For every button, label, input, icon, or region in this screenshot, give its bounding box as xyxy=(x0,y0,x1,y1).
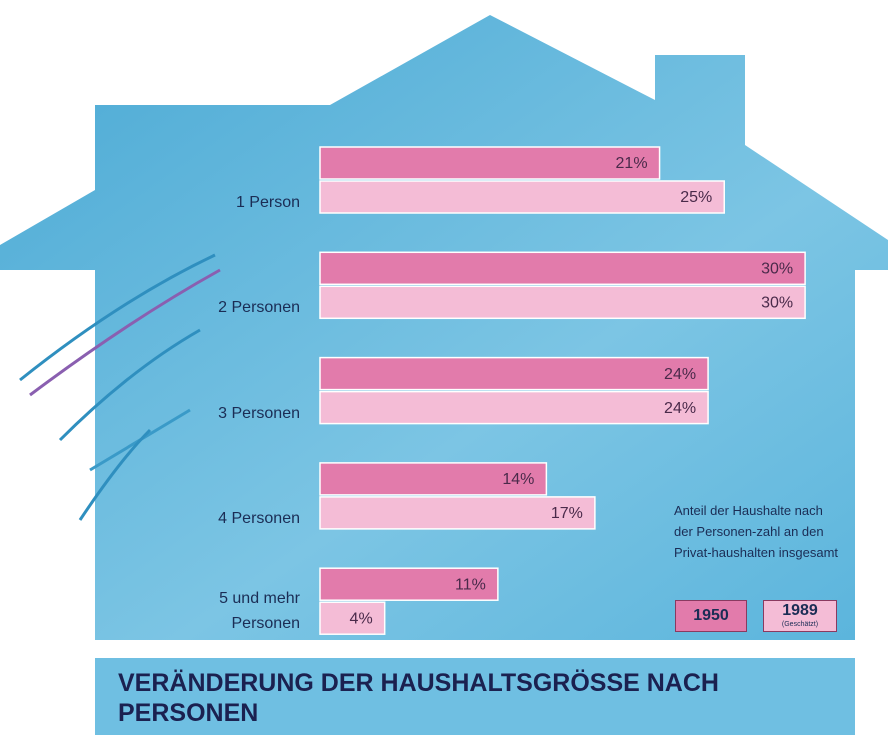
value-label: 17% xyxy=(551,505,583,522)
bar xyxy=(319,496,596,530)
bar xyxy=(319,601,386,635)
bar xyxy=(319,146,661,180)
value-label: 4% xyxy=(350,610,373,627)
value-label: 30% xyxy=(761,295,793,312)
bar xyxy=(319,285,806,320)
legend-note: (Geschätzt) xyxy=(781,621,819,628)
house xyxy=(0,15,888,640)
legend-label: 1950 xyxy=(693,607,729,624)
category-label: 2 Personen xyxy=(218,299,300,317)
value-label: 14% xyxy=(502,471,534,488)
legend-label: 1989 xyxy=(782,602,818,619)
value-label: 21% xyxy=(616,155,648,172)
value-label: 25% xyxy=(680,189,712,206)
category-label: 1 Person xyxy=(235,194,300,211)
annotation: Anteil der Haushalte nach der Personen-z… xyxy=(674,503,839,560)
value-label: 11% xyxy=(455,576,486,593)
legend-item: 1950 xyxy=(675,600,747,632)
value-label: 24% xyxy=(664,366,696,383)
category-label: 5 und mehr Personen xyxy=(219,590,300,633)
decoration xyxy=(19,253,221,521)
value-label: 24% xyxy=(664,400,696,417)
bar xyxy=(319,251,806,286)
bar xyxy=(319,390,709,425)
category-label: 4 Personen xyxy=(218,509,300,527)
chart-title: VERÄNDERUNG DER HAUSHALTSGRÖSSE NACH PER… xyxy=(118,669,719,727)
bar xyxy=(319,356,709,391)
value-label: 30% xyxy=(761,261,793,278)
bar xyxy=(319,462,548,496)
bar xyxy=(319,567,499,601)
bar xyxy=(319,180,725,214)
category-label: 3 Personen xyxy=(218,404,300,422)
legend-item: 1989 (Geschätzt) xyxy=(763,600,837,632)
title-band xyxy=(95,658,855,735)
